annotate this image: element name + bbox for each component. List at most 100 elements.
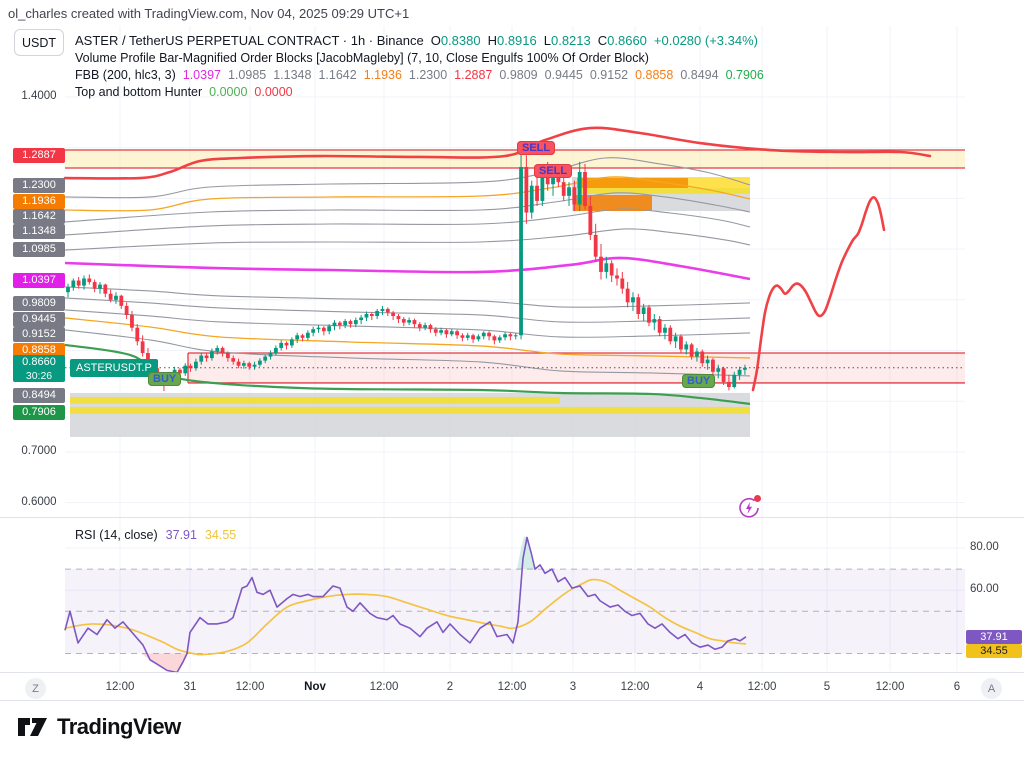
candle-body	[561, 182, 566, 196]
candle-body	[124, 305, 129, 316]
countdown-timer: 30:26	[25, 370, 53, 382]
candle-body	[92, 282, 97, 289]
candle-body	[321, 327, 326, 332]
candle-body	[631, 297, 635, 303]
candle-body	[439, 330, 443, 333]
candle-body	[609, 263, 614, 276]
candle-body	[641, 307, 646, 314]
candle-body	[316, 327, 321, 330]
candle-body	[577, 172, 582, 205]
candle-body	[508, 334, 513, 337]
candle-body	[210, 351, 214, 359]
candle-body	[657, 319, 662, 333]
candle-body	[540, 177, 545, 201]
candle-body	[663, 327, 667, 333]
rsi-signal-line	[64, 578, 747, 656]
currency-toggle-button[interactable]: USDT	[14, 29, 64, 56]
price-badge: 0.7906	[13, 404, 65, 420]
price-badge: 1.0985	[13, 241, 65, 257]
candle-body	[625, 288, 630, 303]
rsi-legend-row[interactable]: RSI (14, close) 37.91 34.55	[75, 528, 236, 542]
hunter-values: 0.0000 0.0000	[202, 85, 292, 99]
candle-body	[727, 381, 731, 388]
candle-body	[343, 321, 348, 326]
candle-body	[743, 367, 747, 370]
signal-badge-sell: SELL	[517, 141, 556, 155]
auto-scale-button[interactable]: A	[981, 678, 1002, 699]
rsi-title: RSI (14, close)	[75, 528, 158, 542]
symbol-title: ASTER / TetherUS PERPETUAL CONTRACT · 1h…	[75, 33, 424, 48]
price-badge: 1.1936	[13, 193, 65, 209]
candle-body	[369, 313, 374, 317]
symbol-legend-row[interactable]: ASTER / TetherUS PERPETUAL CONTRACT · 1h…	[75, 33, 764, 49]
fbb-band-line	[64, 329, 751, 377]
hunter-value: 0.0000	[254, 85, 293, 99]
time-axis-label: 5	[823, 681, 831, 693]
candle-body	[348, 321, 353, 325]
candle-body	[76, 280, 81, 286]
event-alert-dot	[754, 495, 761, 502]
signal-badge-buy: BUY	[148, 372, 182, 386]
indicator-row-fbb[interactable]: FBB (200, hlc3, 3) 1.0397 1.0985 1.1348 1.16…	[75, 67, 764, 83]
candle-body	[716, 368, 721, 372]
candle-body	[567, 187, 571, 196]
rsi-value-badge: 34.55	[966, 644, 1022, 658]
fbb-band-line	[64, 317, 751, 359]
candle-body	[423, 325, 428, 328]
fbb-band-value: 0.7906	[725, 68, 764, 82]
fbb-band-value: 0.9445	[544, 68, 583, 82]
time-axis-label: 4	[696, 681, 704, 693]
candle-body	[465, 335, 470, 338]
candle-body	[503, 334, 507, 338]
candle-body	[604, 263, 609, 272]
sell-zone-band	[65, 149, 965, 168]
timezone-button[interactable]: Z	[25, 678, 46, 699]
price-badge: 0.9152	[13, 326, 65, 342]
candle-body	[188, 365, 193, 369]
candle-body	[647, 307, 651, 323]
price-badge: 1.2300	[13, 177, 65, 193]
fbb-band-line	[64, 286, 751, 308]
indicator-row-volume-profile[interactable]: Volume Profile Bar-Magnified Order Block…	[75, 50, 764, 66]
tradingview-logo[interactable]: TradingView	[18, 714, 181, 740]
candle-body	[471, 335, 475, 340]
fbb-band-value: 1.2887	[454, 68, 493, 82]
symbol-price-label: ASTERUSDT.P	[70, 359, 158, 377]
fbb-band-value: 1.1936	[363, 68, 402, 82]
fbb-band-value: 1.1348	[273, 68, 312, 82]
candle-body	[236, 361, 241, 366]
indicator-row-hunter[interactable]: Top and bottom Hunter 0.0000 0.0000	[75, 84, 764, 100]
candle-body	[364, 313, 369, 318]
bottom-hunter-projection	[751, 196, 886, 392]
fbb-band-value: 0.8494	[680, 68, 719, 82]
rsi-value: 37.91	[165, 528, 197, 542]
indicator-hunter-title: Top and bottom Hunter	[75, 85, 203, 99]
price-badge: 0.8858	[13, 342, 65, 358]
economic-event-icon[interactable]	[738, 495, 761, 519]
candle-body	[545, 177, 550, 185]
candle-body	[380, 308, 385, 311]
candle-body	[705, 359, 710, 364]
candle-body	[412, 320, 417, 325]
candle-body	[711, 359, 715, 372]
candle-body	[535, 185, 539, 201]
yellow-strip-2	[70, 406, 750, 414]
yellow-strip-1	[70, 396, 560, 404]
ohlc-key: H	[487, 33, 497, 48]
fbb-band-value: 0.8858	[635, 68, 674, 82]
price-badge: 0.8494	[13, 387, 65, 403]
candle-body	[428, 325, 433, 330]
time-axis-label: 3	[569, 681, 577, 693]
candle-body	[668, 327, 673, 342]
fbb-band-line	[64, 176, 751, 212]
candle-body	[194, 361, 198, 369]
candle-body	[396, 316, 401, 320]
top-hunter	[63, 126, 932, 180]
time-axis-label: 31	[183, 681, 197, 693]
signal-badge-sell: SELL	[534, 164, 573, 178]
fbb-band-line	[64, 228, 751, 251]
candle-body	[337, 322, 342, 326]
candle-body	[284, 342, 289, 346]
ohlc-key: C	[597, 33, 608, 48]
